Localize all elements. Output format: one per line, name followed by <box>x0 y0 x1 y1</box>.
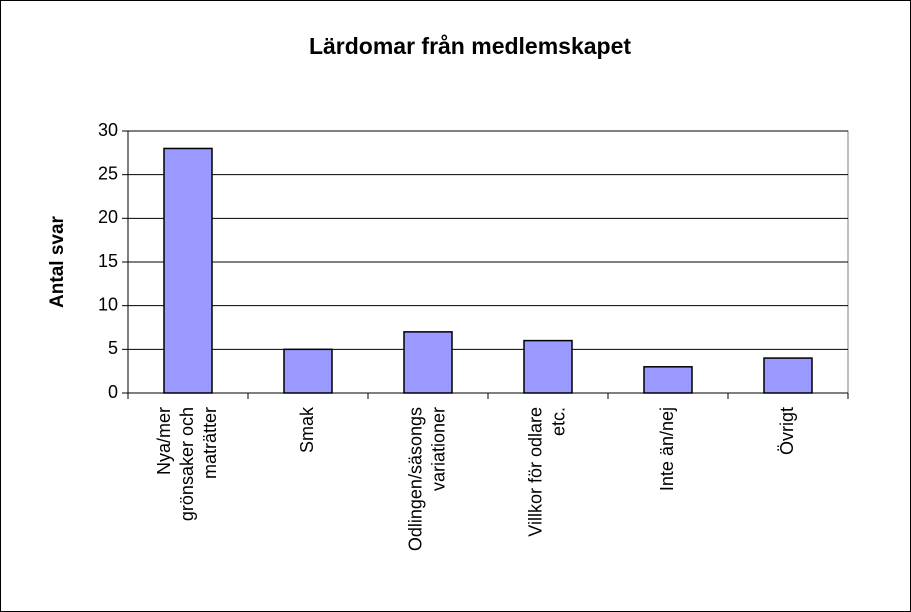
bar <box>523 339 573 394</box>
x-tick-label: Övrigt <box>777 407 797 455</box>
x-tick-label-line: Odlingen/säsongs <box>405 407 425 551</box>
y-tick-label: 0 <box>108 382 118 402</box>
bar <box>163 147 213 394</box>
y-tick-label: 15 <box>98 251 118 271</box>
x-tick-label-line: Övrigt <box>777 407 797 455</box>
y-axis-label: Antal svar <box>47 215 68 307</box>
x-tick-label-line: grönsaker och <box>177 407 197 521</box>
y-tick-label: 25 <box>98 163 118 183</box>
x-tick-label: Villkor för odlare etc. <box>525 407 568 537</box>
bar <box>283 348 333 394</box>
x-tick-label: Smak <box>297 406 317 453</box>
y-tick-label: 30 <box>98 120 118 140</box>
x-tick-label-line: etc. <box>548 407 568 436</box>
x-tick-label: Nya/mer grönsaker och maträtter <box>154 407 220 521</box>
x-tick-label: Inte än/nej <box>657 407 677 491</box>
bar <box>643 366 693 394</box>
x-tick-label-line: Nya/mer <box>154 407 174 475</box>
x-tick-label-line: Inte än/nej <box>657 407 677 491</box>
x-tick-label-line: Villkor för odlare <box>525 407 545 537</box>
x-tick-label-line: maträtter <box>200 407 220 479</box>
y-tick-label: 5 <box>108 338 118 358</box>
y-tick-label: 10 <box>98 294 118 314</box>
x-tick-label: Odlingen/säsongs variationer <box>405 407 448 551</box>
bar <box>763 357 813 394</box>
y-tick-label: 20 <box>98 207 118 227</box>
x-tick-label-line: Smak <box>297 406 317 453</box>
bar <box>403 331 453 394</box>
x-tick-label-line: variationer <box>428 407 448 491</box>
chart-title: Lärdomar från medlemskapet <box>309 33 631 59</box>
